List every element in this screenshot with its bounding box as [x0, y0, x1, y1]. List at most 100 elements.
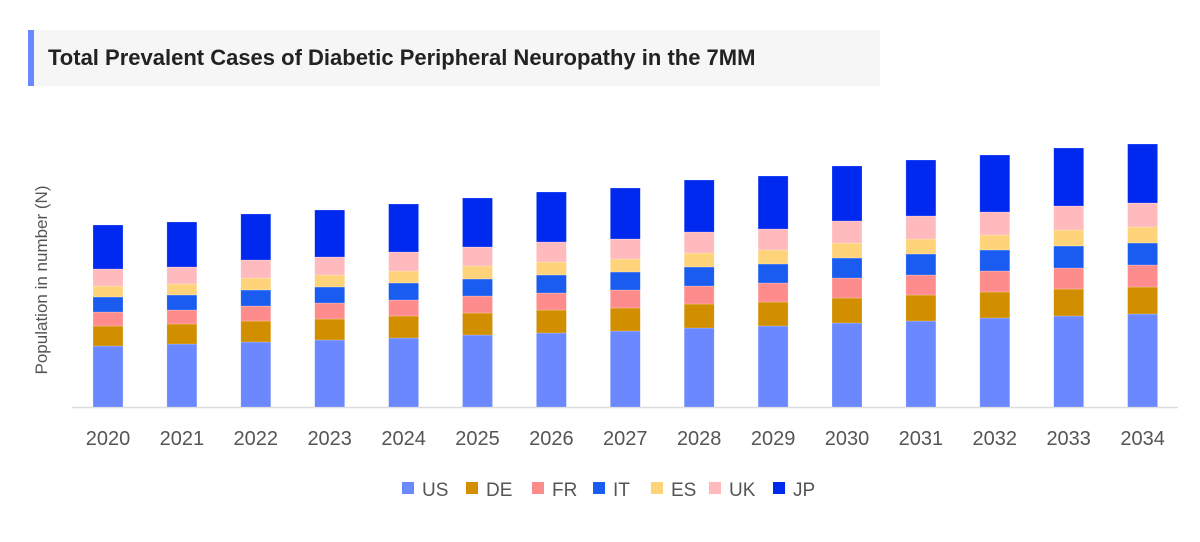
- bar-segment-es-2022: [240, 277, 272, 291]
- bar-segment-it-2020: [92, 296, 124, 313]
- x-tick-label: 2029: [751, 428, 796, 450]
- bar-segment-uk-2027: [609, 238, 641, 260]
- bar-segment-us-2033: [1053, 315, 1084, 408]
- bar-segment-it-2030: [831, 257, 863, 279]
- bar-segment-us-2023: [314, 339, 346, 408]
- bar-segment-it-2024: [388, 282, 419, 301]
- chart-title-box: Total Prevalent Cases of Diabetic Periph…: [28, 30, 880, 86]
- bar-segment-uk-2023: [314, 256, 346, 276]
- legend-item-it[interactable]: IT: [593, 480, 630, 501]
- bar-segment-us-2025: [462, 334, 493, 408]
- x-tick-label: 2028: [677, 428, 722, 450]
- bar-segment-es-2027: [609, 258, 641, 273]
- bar-segment-fr-2028: [683, 285, 715, 305]
- bar-segment-it-2031: [905, 253, 937, 276]
- bar-segment-it-2022: [240, 289, 272, 307]
- bar-segment-de-2033: [1053, 288, 1084, 317]
- bar-segment-uk-2026: [536, 241, 567, 263]
- bar-segment-jp-2034: [1127, 143, 1158, 204]
- x-tick-label: 2034: [1120, 428, 1165, 450]
- bar-segment-jp-2027: [609, 187, 641, 240]
- bar-segment-de-2034: [1127, 286, 1158, 315]
- bar-segment-uk-2028: [683, 231, 715, 254]
- legend-item-de[interactable]: DE: [466, 480, 512, 501]
- bar-segment-us-2031: [905, 320, 937, 408]
- bar-segment-jp-2021: [166, 221, 198, 268]
- legend-label: UK: [729, 480, 756, 501]
- bar-segment-jp-2030: [831, 165, 863, 222]
- x-tick-label: 2024: [381, 428, 426, 450]
- bar-segment-de-2032: [979, 291, 1011, 319]
- bar-segment-de-2029: [757, 301, 789, 327]
- legend-item-es[interactable]: ES: [651, 480, 696, 501]
- x-tick-label: 2033: [1046, 428, 1091, 450]
- bar-segment-fr-2032: [979, 270, 1011, 293]
- bar-segment-fr-2033: [1053, 267, 1084, 290]
- bar-segment-uk-2029: [757, 228, 789, 251]
- bar-segment-de-2027: [609, 307, 641, 332]
- legend-swatch: [773, 482, 785, 494]
- bar-segment-it-2023: [314, 286, 346, 304]
- bar-segment-fr-2025: [462, 295, 493, 314]
- x-tick-label: 2027: [603, 428, 648, 450]
- bar-segment-us-2021: [166, 343, 198, 408]
- legend-swatch: [402, 482, 414, 494]
- bar-segment-uk-2034: [1127, 202, 1158, 228]
- bar-segment-de-2031: [905, 294, 937, 322]
- x-tick-label: 2020: [86, 428, 131, 450]
- bar-segment-jp-2023: [314, 209, 346, 258]
- bar-segment-jp-2033: [1053, 147, 1084, 207]
- bar-segment-es-2033: [1053, 229, 1084, 247]
- legend-item-uk[interactable]: UK: [709, 480, 756, 501]
- bar-segment-us-2020: [92, 345, 124, 408]
- bar-segment-us-2022: [240, 341, 272, 408]
- bar-segment-it-2028: [683, 266, 715, 287]
- bar-segment-es-2031: [905, 238, 937, 255]
- bar-segment-de-2026: [536, 309, 567, 334]
- x-tick-label: 2030: [825, 428, 870, 450]
- legend-item-us[interactable]: US: [402, 480, 448, 501]
- bar-segment-de-2030: [831, 297, 863, 324]
- bar-segment-fr-2021: [166, 309, 198, 325]
- bar-segment-it-2026: [536, 274, 567, 294]
- bar-segment-de-2023: [314, 318, 346, 341]
- legend-swatch: [651, 482, 663, 494]
- legend-label: JP: [793, 480, 815, 501]
- bar-segment-jp-2022: [240, 213, 272, 261]
- bar-segment-es-2026: [536, 261, 567, 276]
- legend-swatch: [466, 482, 478, 494]
- bar-segment-jp-2025: [462, 197, 493, 248]
- bar-segment-it-2034: [1127, 242, 1158, 266]
- bar-segment-it-2021: [166, 294, 198, 311]
- bar-segment-es-2023: [314, 274, 346, 288]
- bar-segment-it-2025: [462, 278, 493, 297]
- bar-segment-fr-2024: [388, 299, 419, 317]
- x-tick-label: 2031: [899, 428, 944, 450]
- legend-swatch: [532, 482, 544, 494]
- bar-segment-fr-2026: [536, 292, 567, 311]
- chart-title: Total Prevalent Cases of Diabetic Periph…: [48, 45, 756, 70]
- bar-segment-jp-2031: [905, 159, 937, 217]
- bar-segment-us-2026: [536, 332, 567, 408]
- bar-segment-it-2029: [757, 263, 789, 284]
- x-tick-label: 2026: [529, 428, 574, 450]
- legend-label: IT: [613, 480, 630, 501]
- bar-segment-fr-2023: [314, 302, 346, 320]
- x-tick-label: 2032: [973, 428, 1018, 450]
- bar-segment-de-2024: [388, 315, 419, 339]
- bar-segment-uk-2032: [979, 211, 1011, 236]
- bar-segment-uk-2030: [831, 220, 863, 244]
- title-accent-bar: [28, 30, 34, 86]
- x-tick-label: 2021: [160, 428, 205, 450]
- bar-segment-it-2027: [609, 271, 641, 291]
- bar-segment-us-2028: [683, 327, 715, 408]
- x-tick-label: 2025: [455, 428, 500, 450]
- legend-label: ES: [671, 480, 696, 501]
- legend-label: FR: [552, 480, 577, 501]
- bar-segment-es-2030: [831, 242, 863, 259]
- bar-segment-it-2032: [979, 249, 1011, 272]
- legend-item-jp[interactable]: JP: [773, 480, 815, 501]
- legend-item-fr[interactable]: FR: [532, 480, 577, 501]
- legend-label: US: [422, 480, 448, 501]
